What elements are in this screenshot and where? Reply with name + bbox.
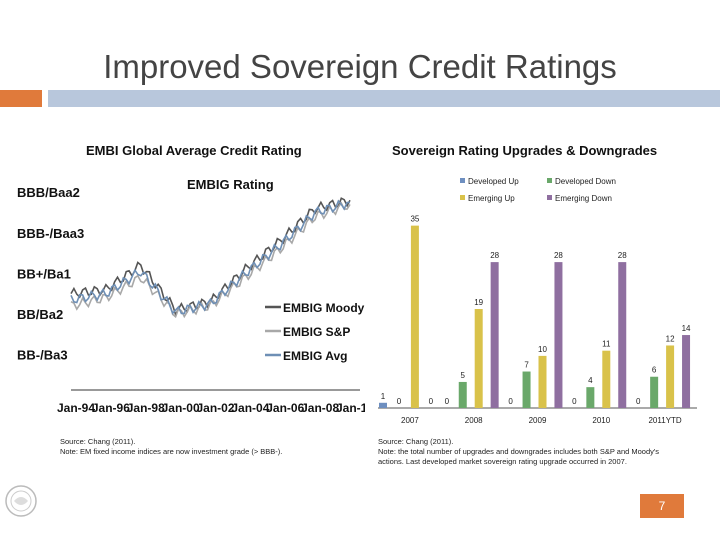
bar-2010-emerging-down [618,262,627,408]
legend-label: Emerging Down [555,194,612,203]
y-tick-label: BBB/Baa2 [17,185,80,200]
bar-2007-developed-up [379,402,387,408]
imf-seal-icon [5,485,37,517]
header-accent-orange [0,90,42,107]
right-chart-subtitle: Sovereign Rating Upgrades & Downgrades [392,143,658,158]
right-source-line1: Source: Chang (2011). [378,437,454,446]
right-source-note: Source: Chang (2011). Note: the total nu… [378,437,659,467]
slide-title: Improved Sovereign Credit Ratings [103,48,617,85]
data-label: 28 [554,251,563,260]
legend-label: EMBIG Avg [283,349,347,363]
bar-2009-emerging-down [554,262,563,408]
data-label: 10 [538,345,547,354]
legend-label: Emerging Up [468,194,515,203]
data-label: 0 [445,397,450,406]
x-tick-label: Jan-08 [301,401,339,415]
x-tick-label: Jan-04 [231,401,269,415]
y-tick-label: BB+/Ba1 [17,266,71,281]
y-tick-label: BB-/Ba3 [17,348,68,363]
x-tick-label: Jan-06 [266,401,304,415]
upgrades-downgrades-chart: Developed Up Developed Down Emerging Up Eme… [372,165,717,435]
bar-2011YTD-emerging-down [682,335,691,408]
embig-chart-title: EMBIG Rating [187,177,274,192]
bar-2009-emerging-up [538,355,547,408]
data-label: 0 [636,397,641,406]
x-category-label: 2010 [592,416,610,425]
page-number: 7 [640,494,684,518]
legend-label: EMBIG Moody's [283,301,365,315]
legend-swatch [547,178,552,183]
left-source-note: Source: Chang (2011). Note: EM fixed inc… [60,437,282,457]
data-label: 0 [508,397,513,406]
data-label: 0 [397,397,402,406]
data-label: 19 [474,298,483,307]
data-label: 28 [490,251,499,260]
x-category-label: 2009 [529,416,547,425]
legend-label: Developed Up [468,177,519,186]
x-tick-label: Jan-00 [162,401,200,415]
data-label: 5 [461,371,466,380]
x-category-label: 2007 [401,416,419,425]
x-category-label: 2008 [465,416,483,425]
legend-label: EMBIG S&P [283,325,350,339]
bar-2011YTD-emerging-up [666,345,675,408]
data-label: 7 [524,361,529,370]
left-chart-subtitle: EMBI Global Average Credit Rating [86,143,302,158]
data-label: 0 [572,397,577,406]
bar-2008-emerging-up [474,309,483,408]
x-tick-label: Jan-96 [92,401,130,415]
header-accent-blue [48,90,720,107]
data-label: 1 [381,392,386,401]
legend-label: Developed Down [555,177,616,186]
bar-2007-emerging-up [410,225,419,408]
data-label: 14 [682,324,691,333]
series-line-embig-avg [70,199,351,315]
x-tick-label: Jan-94 [57,401,95,415]
data-label: 0 [429,397,434,406]
x-tick-label: Jan-98 [127,401,165,415]
left-source-line1: Source: Chang (2011). [60,437,136,446]
data-label: 12 [666,334,675,343]
y-tick-label: BBB-/Baa3 [17,226,84,241]
legend-swatch [460,195,465,200]
bar-2010-developed-down [586,387,595,408]
legend-swatch [547,195,552,200]
x-tick-label: Jan-10 [336,401,365,415]
bar-2008-developed-down [458,381,467,408]
bar-2008-emerging-down [490,262,499,408]
bar-2010-emerging-up [602,350,611,408]
x-tick-label: Jan-02 [197,401,235,415]
embig-rating-svg: EMBIG Rating BBB/Baa2 BBB-/Baa3 BB+/Ba1 BB/B… [17,177,374,415]
data-label: 35 [410,215,419,224]
embig-rating-chart: EMBIG Rating BBB/Baa2 BBB-/Baa3 BB+/Ba1 BB/B… [15,165,374,425]
data-label: 11 [602,340,611,349]
data-label: 6 [652,366,657,375]
data-label: 4 [588,376,593,385]
data-label: 28 [618,251,627,260]
upgrades-downgrades-svg: Developed Up Developed Down Emerging Up Eme… [378,177,697,425]
bar-2009-developed-down [522,371,531,408]
bar-2011YTD-developed-down [650,376,659,408]
left-source-line2: Note: EM fixed income indices are now in… [60,447,283,456]
right-source-line2: Note: the total number of upgrades and d… [378,447,660,456]
right-source-line3: actions. Last developed market sovereign… [378,457,627,466]
series-line-embig-moody-s [70,197,351,317]
legend-swatch [460,178,465,183]
x-category-label: 2011YTD [648,416,681,425]
y-tick-label: BB/Ba2 [17,307,63,322]
